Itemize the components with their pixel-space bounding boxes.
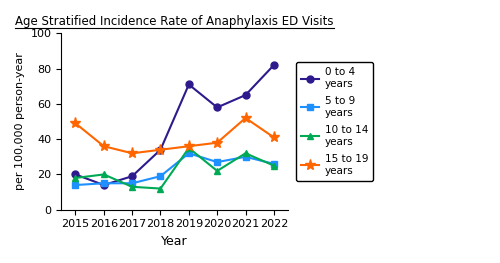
5 to 9
years xyxy=(72,184,78,187)
5 to 9
years xyxy=(214,160,220,164)
15 to 19
years xyxy=(129,152,135,155)
Line: 5 to 9
years: 5 to 9 years xyxy=(72,150,278,189)
10 to 14
years xyxy=(72,176,78,180)
10 to 14
years xyxy=(158,187,164,190)
15 to 19
years xyxy=(242,117,248,120)
0 to 4
years xyxy=(129,175,135,178)
0 to 4
years xyxy=(72,173,78,176)
15 to 19
years xyxy=(101,145,107,148)
Legend: 0 to 4
years, 5 to 9
years, 10 to 14
years, 15 to 19
years: 0 to 4 years, 5 to 9 years, 10 to 14 yea… xyxy=(296,62,374,181)
Title: Age Stratified Incidence Rate of Anaphylaxis ED Visits: Age Stratified Incidence Rate of Anaphyl… xyxy=(16,15,334,28)
10 to 14
years xyxy=(271,164,277,167)
0 to 4
years xyxy=(158,148,164,151)
0 to 4
years xyxy=(214,106,220,109)
5 to 9
years xyxy=(271,162,277,165)
15 to 19
years xyxy=(271,136,277,139)
5 to 9
years xyxy=(186,152,192,155)
Y-axis label: per 100,000 person-year: per 100,000 person-year xyxy=(15,53,25,190)
5 to 9
years xyxy=(101,182,107,185)
0 to 4
years xyxy=(101,184,107,187)
0 to 4
years xyxy=(186,83,192,86)
10 to 14
years xyxy=(242,152,248,155)
0 to 4
years xyxy=(242,93,248,97)
15 to 19
years xyxy=(186,145,192,148)
15 to 19
years xyxy=(158,148,164,151)
10 to 14
years xyxy=(186,146,192,150)
10 to 14
years xyxy=(101,173,107,176)
0 to 4
years xyxy=(271,63,277,67)
5 to 9
years xyxy=(158,175,164,178)
X-axis label: Year: Year xyxy=(162,235,188,248)
15 to 19
years xyxy=(214,141,220,144)
Line: 15 to 19
years: 15 to 19 years xyxy=(70,113,280,159)
Line: 0 to 4
years: 0 to 4 years xyxy=(72,62,278,189)
10 to 14
years xyxy=(129,185,135,188)
15 to 19
years xyxy=(72,122,78,125)
5 to 9
years xyxy=(129,182,135,185)
10 to 14
years xyxy=(214,169,220,173)
5 to 9
years xyxy=(242,155,248,158)
Line: 10 to 14
years: 10 to 14 years xyxy=(72,144,278,192)
